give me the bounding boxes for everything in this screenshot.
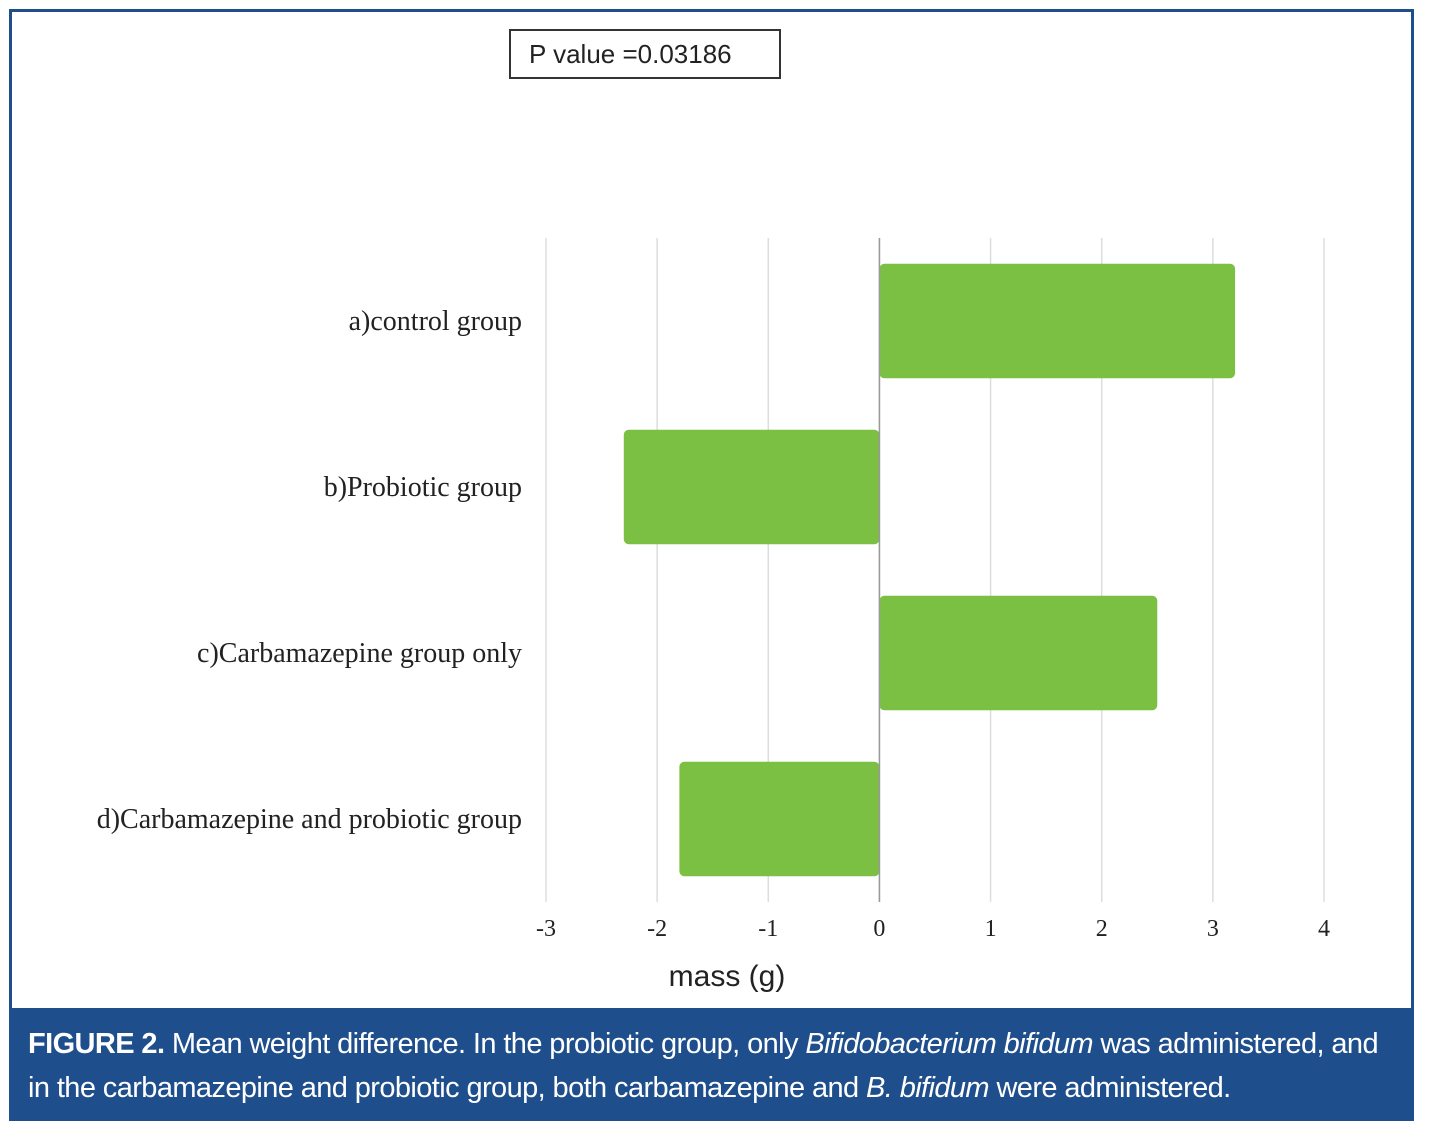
bar-chart: a)control group b)Probiotic group c)Carbam…: [97, 238, 1330, 993]
tick-labels: -3 -2 -1 0 1 2 3 4: [536, 916, 1330, 942]
caption-italic-1: Bifidobacterium bifidum: [805, 1028, 1093, 1060]
category-label: c)Carbamazepine group only: [197, 638, 522, 669]
x-tick-label: 1: [985, 916, 997, 942]
category-label: b)Probiotic group: [324, 472, 522, 503]
x-tick-label: 3: [1207, 916, 1219, 942]
x-tick-label: -3: [536, 916, 556, 942]
figure-caption: FIGURE 2. Mean weight difference. In the…: [12, 1008, 1411, 1118]
bar-4: [679, 761, 880, 877]
caption-text-3: were administered.: [988, 1072, 1231, 1104]
bar-3: [879, 595, 1158, 711]
p-value-box: P value =0.03186: [509, 29, 781, 79]
caption-italic-2: B. bifidum: [866, 1072, 990, 1104]
category-label: d)Carbamazepine and probiotic group: [97, 804, 522, 835]
x-tick-label: 0: [873, 916, 885, 942]
x-tick-label: 2: [1096, 916, 1108, 942]
x-axis-title: mass (g): [669, 960, 786, 993]
caption-figure-label: FIGURE 2.: [28, 1028, 165, 1060]
bar-2: [623, 429, 880, 545]
category-label: a)control group: [349, 306, 522, 337]
p-value-text: P value =0.03186: [529, 38, 732, 69]
caption-text-1: Mean weight difference. In the probiotic…: [164, 1028, 806, 1060]
x-tick-label: 4: [1318, 916, 1330, 942]
x-tick-label: -1: [758, 916, 778, 942]
category-labels: a)control group b)Probiotic group c)Carbam…: [97, 306, 522, 835]
bar-1: [879, 263, 1236, 379]
caption-text-2: was administered, and in the carbamazepi…: [28, 1028, 1379, 1104]
bars: [623, 263, 1236, 877]
figure-frame: [9, 9, 1414, 1121]
x-tick-label: -2: [647, 916, 667, 942]
